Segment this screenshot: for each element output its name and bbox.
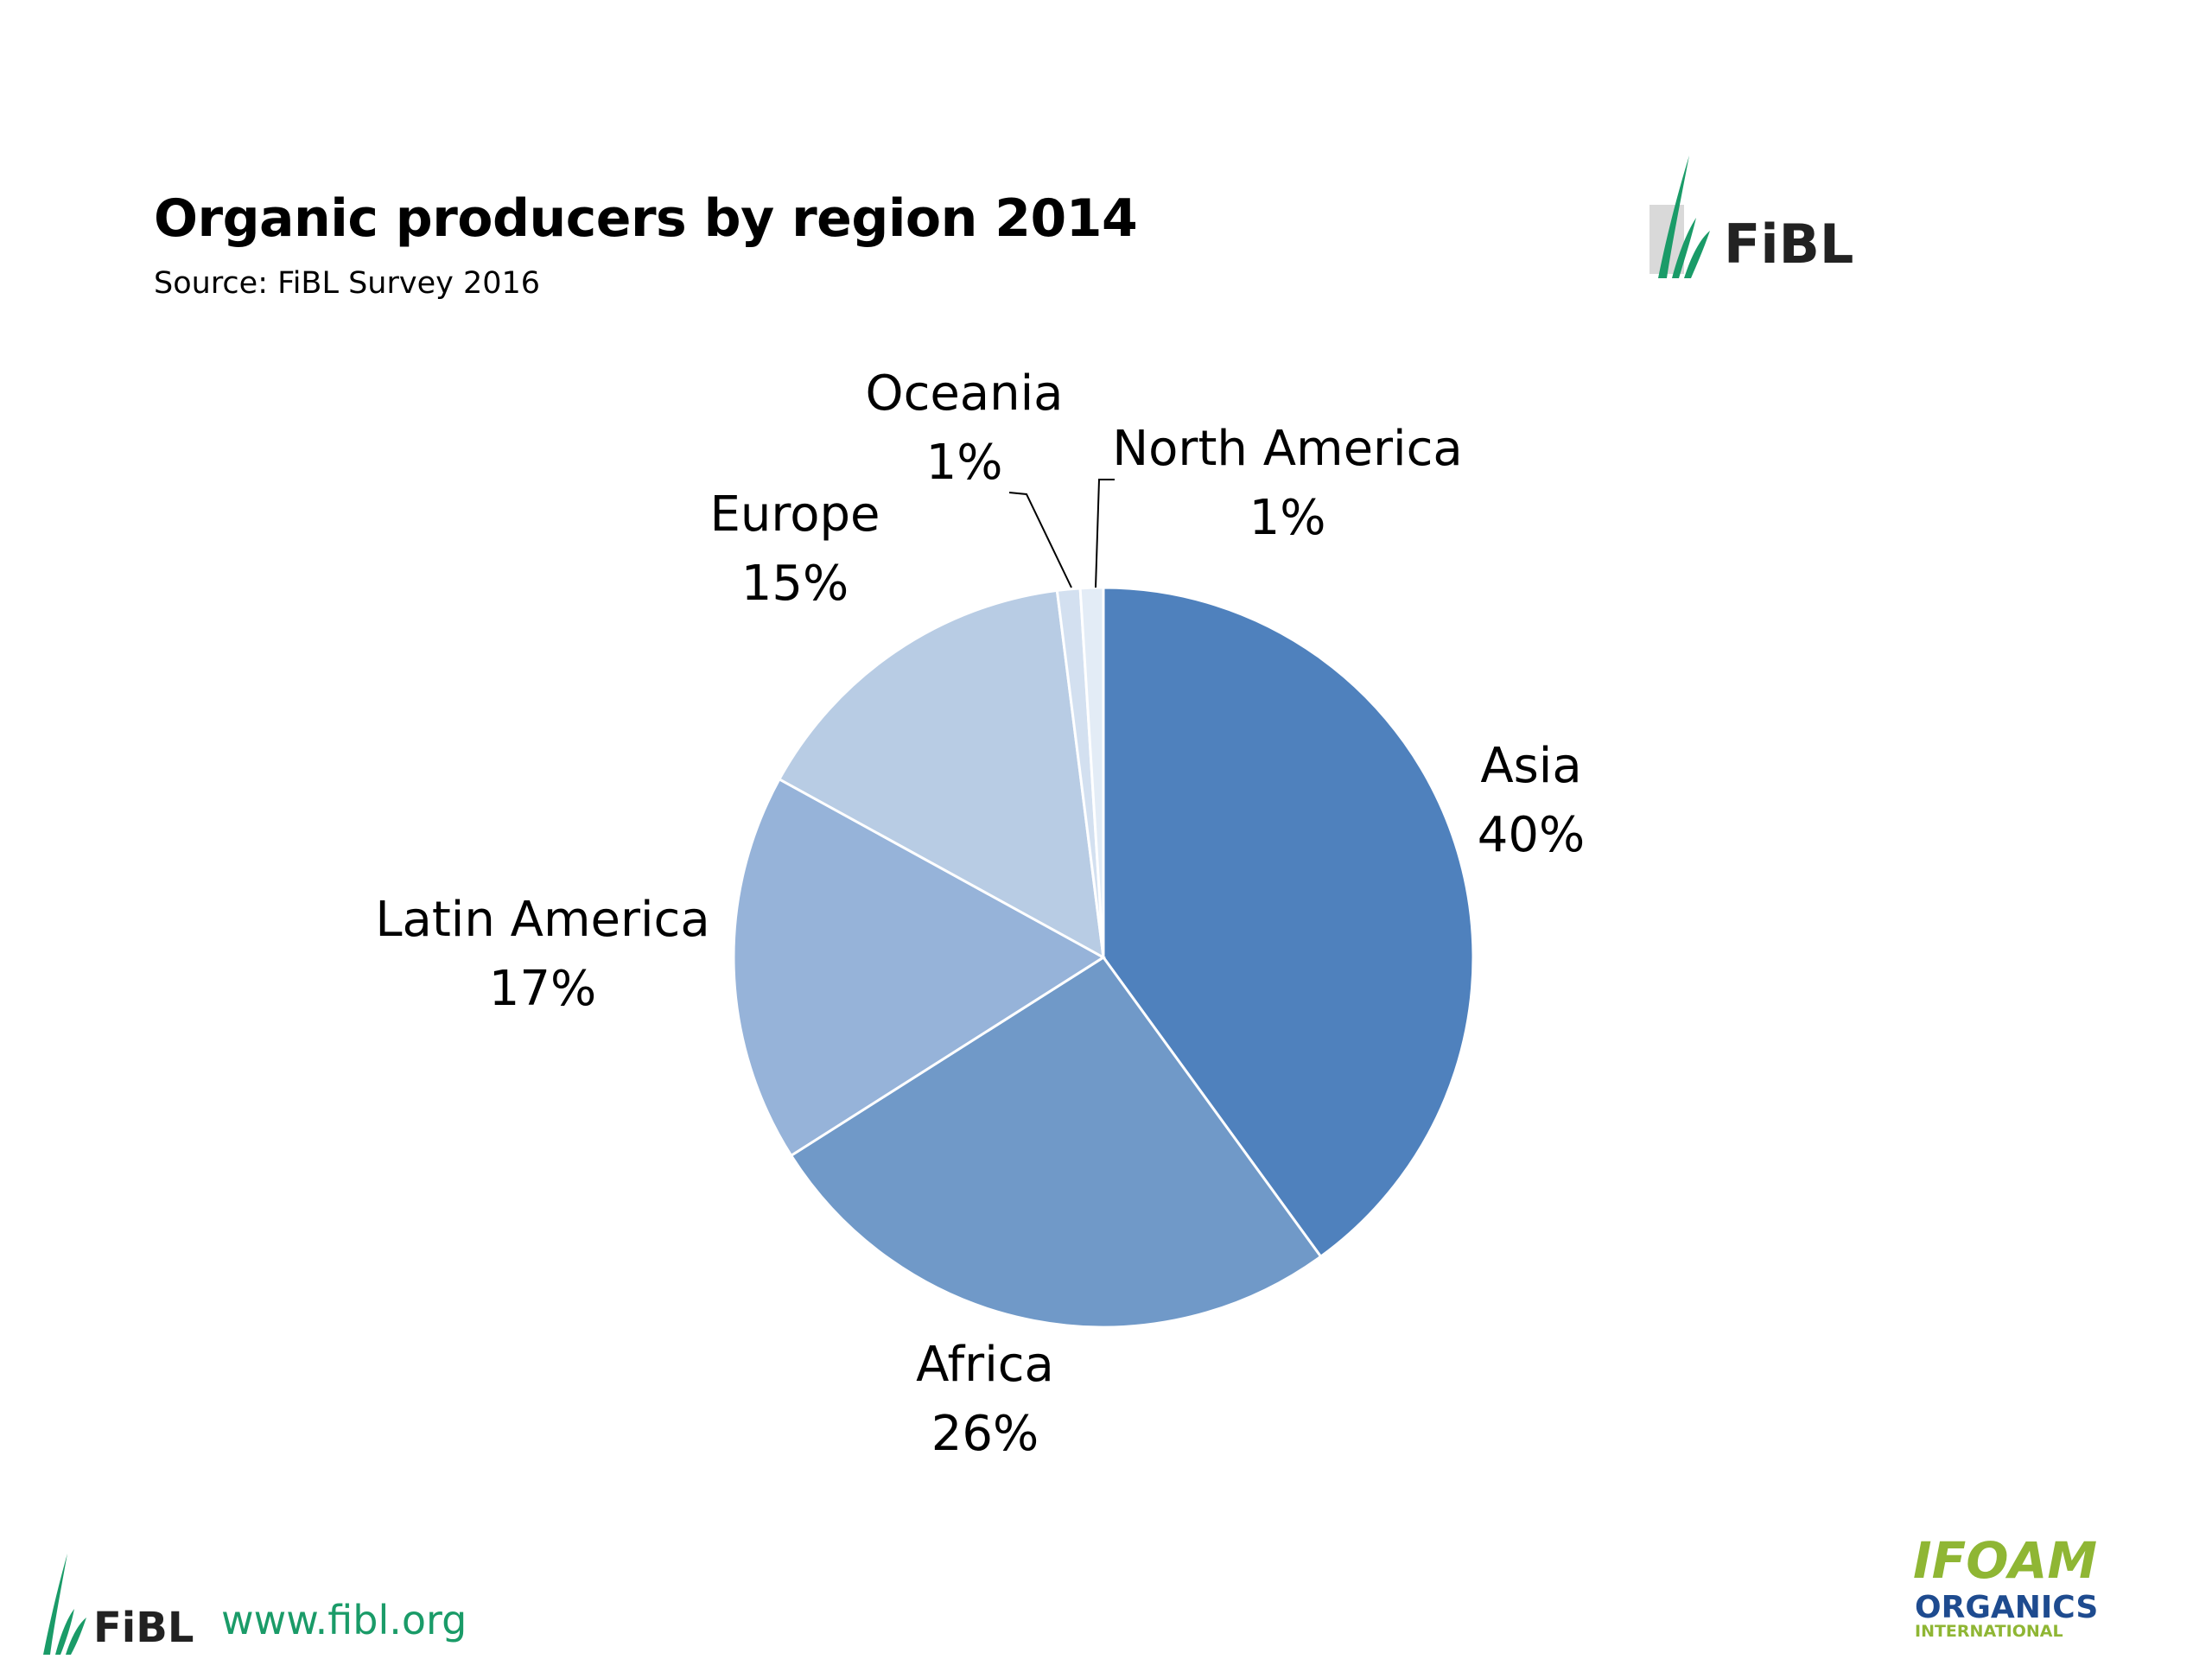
ifoam-organics-text: ORGANICS [1915, 1590, 2098, 1625]
slice-value-latin-america: 17% [489, 961, 596, 1017]
footer-url[interactable]: www.fibl.org [221, 1597, 467, 1643]
slice-label-oceania: Oceania [865, 365, 1063, 422]
fibl-logo-top: FiBL [1646, 149, 1871, 287]
pie-slice-africa [789, 955, 1323, 1329]
slice-value-north-america: 1% [1249, 490, 1326, 546]
pie-slice-europe [777, 588, 1105, 960]
fibl-leaf-icon [1658, 156, 1689, 278]
ifoam-international-text: INTERNATIONAL [1915, 1622, 2063, 1641]
pie-slice-latin-america [732, 777, 1106, 1158]
fibl-leaf-icon-small [43, 1554, 67, 1655]
ifoam-logo-text: IFOAM [1913, 1531, 2097, 1590]
slice-value-asia: 40% [1478, 807, 1585, 863]
ifoam-logo: IFOAM ORGANICS INTERNATIONAL [1910, 1531, 2117, 1643]
slice-value-oceania: 1% [926, 435, 1003, 491]
slice-label-africa: Africa [916, 1337, 1054, 1393]
leader-line-oceania [1008, 492, 1072, 588]
slice-label-europe: Europe [710, 486, 880, 543]
slice-value-africa: 26% [931, 1406, 1039, 1462]
pie-slice-asia [1102, 586, 1475, 1259]
chart-title: Organic producers by region 2014 [154, 188, 1138, 249]
slice-label-north-america: North America [1112, 421, 1462, 477]
fibl-logo-bottom: FiBL [33, 1547, 214, 1659]
leader-line-north-america [1095, 479, 1115, 588]
slice-label-asia: Asia [1480, 738, 1581, 794]
fibl-logo-text: FiBL [1724, 213, 1853, 276]
slice-label-latin-america: Latin America [375, 892, 709, 948]
fibl-logo-text-small: FiBL [93, 1604, 194, 1652]
slice-value-europe: 15% [741, 556, 849, 612]
chart-source: Source: FiBL Survey 2016 [154, 266, 541, 301]
pie-slice-north-america [1078, 586, 1105, 958]
